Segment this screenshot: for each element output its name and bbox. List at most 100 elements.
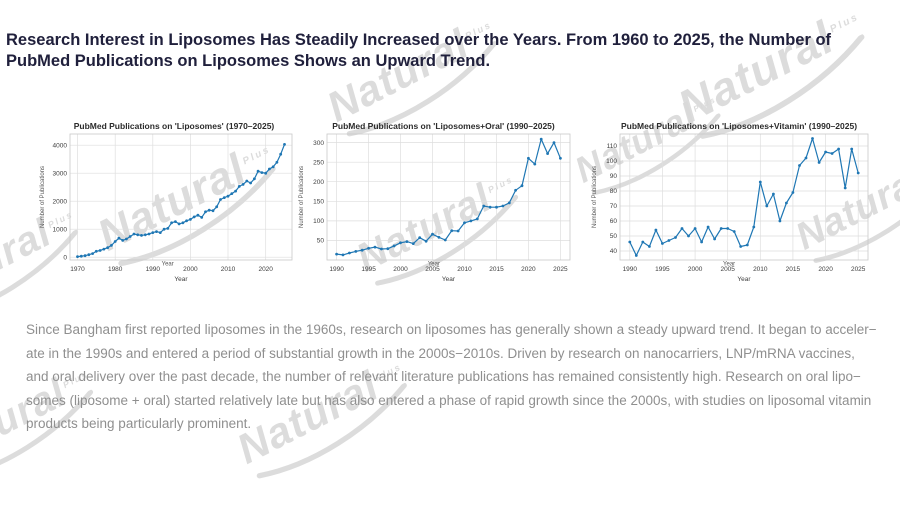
data-point bbox=[661, 242, 664, 245]
data-point bbox=[386, 247, 390, 251]
x-tick-label: 2015 bbox=[489, 266, 504, 273]
data-point bbox=[791, 191, 795, 194]
chart-plot: 50 100 150 200 250 300 1990 1995 2000 2005 2010 201… bbox=[299, 133, 571, 283]
data-point bbox=[222, 196, 226, 199]
watermark: NaturalPlus bbox=[230, 350, 424, 491]
data-point bbox=[687, 234, 690, 238]
data-point bbox=[204, 210, 207, 214]
y-tick-label: 150 bbox=[313, 199, 324, 206]
watermark-swoosh-icon bbox=[813, 176, 900, 263]
x-tick-label: 2020 bbox=[521, 266, 536, 273]
data-point bbox=[469, 219, 473, 223]
data-point bbox=[264, 171, 268, 175]
x-axis-label-inner: Year bbox=[428, 262, 440, 268]
y-axis-label: Number of Publications bbox=[299, 166, 305, 228]
watermark-swoosh-icon bbox=[0, 389, 94, 481]
watermark: NaturalPlus bbox=[350, 164, 534, 299]
data-point bbox=[765, 204, 769, 208]
data-point bbox=[546, 152, 549, 155]
data-point bbox=[392, 244, 396, 248]
watermark: NaturalPlus bbox=[320, 8, 514, 149]
chart-plot: 0 1000 2000 3000 4000 1970 1980 1990 2000 2010 202… bbox=[40, 133, 293, 283]
summary-line: Since Bangham first reported liposomes i… bbox=[26, 322, 877, 337]
chart-pubmed-liposomes-oral: PubMed Publications on 'Liposomes+Oral' … bbox=[295, 118, 578, 290]
x-axis-label-inner: Year bbox=[723, 262, 735, 268]
data-point bbox=[745, 243, 749, 247]
data-point bbox=[102, 247, 106, 251]
watermark: NaturalPlus bbox=[0, 359, 110, 494]
data-point bbox=[680, 227, 684, 230]
x-tick-label: 1980 bbox=[108, 266, 123, 273]
data-point bbox=[552, 141, 556, 144]
page-title: Research Interest in Liposomes Has Stead… bbox=[6, 31, 832, 70]
data-point bbox=[136, 233, 140, 237]
watermark: NaturalPlus bbox=[569, 85, 736, 206]
data-point bbox=[200, 216, 204, 219]
data-point bbox=[91, 252, 94, 256]
x-tick-label: 2020 bbox=[258, 266, 273, 273]
data-point bbox=[778, 219, 782, 223]
data-point bbox=[260, 171, 264, 174]
data-point bbox=[533, 162, 537, 166]
data-point bbox=[98, 249, 102, 252]
data-point bbox=[482, 204, 486, 208]
x-axis-label: Year bbox=[174, 276, 188, 283]
y-tick-label: 50 bbox=[317, 238, 325, 245]
x-tick-label: 2025 bbox=[553, 266, 568, 273]
data-point bbox=[158, 231, 162, 234]
y-tick-label: 2000 bbox=[53, 198, 68, 205]
data-point bbox=[726, 227, 730, 230]
data-point bbox=[418, 236, 422, 240]
data-point bbox=[143, 233, 147, 237]
watermark: NaturalPlus bbox=[789, 147, 900, 275]
data-point bbox=[463, 221, 466, 225]
x-tick-label: 1970 bbox=[70, 266, 85, 273]
data-point bbox=[732, 230, 736, 233]
x-tick-label: 1995 bbox=[655, 266, 670, 273]
watermark-swoosh-icon bbox=[591, 113, 721, 196]
data-point bbox=[424, 239, 428, 243]
data-point bbox=[700, 240, 703, 244]
data-point bbox=[405, 240, 409, 243]
data-point bbox=[162, 227, 166, 231]
data-point bbox=[367, 246, 370, 250]
data-point bbox=[843, 186, 847, 190]
data-point bbox=[181, 221, 185, 225]
data-point bbox=[674, 236, 677, 239]
y-tick-label: 300 bbox=[313, 140, 324, 147]
plot-border bbox=[326, 133, 571, 261]
x-tick-label: 2025 bbox=[851, 266, 866, 273]
x-tick-label: 2010 bbox=[753, 266, 768, 273]
data-point bbox=[830, 152, 834, 155]
data-point bbox=[758, 180, 762, 184]
data-point bbox=[237, 185, 241, 188]
data-point bbox=[785, 201, 788, 205]
data-point bbox=[155, 230, 158, 233]
data-point bbox=[850, 147, 854, 151]
x-axis-label: Year bbox=[737, 276, 751, 283]
y-tick-label: 90 bbox=[610, 173, 618, 180]
y-tick-label: 70 bbox=[610, 203, 618, 210]
data-point bbox=[196, 213, 200, 217]
data-point bbox=[360, 248, 364, 252]
chart-pubmed-liposomes-vitamin: PubMed Publications on 'Liposomes+Vitami… bbox=[588, 118, 876, 290]
summary-line: and oral delivery over the past decade, … bbox=[26, 369, 861, 384]
data-point bbox=[373, 245, 377, 249]
y-tick-label: 4000 bbox=[53, 142, 68, 149]
data-point bbox=[706, 225, 710, 229]
x-tick-label: 2020 bbox=[818, 266, 833, 273]
data-point bbox=[437, 235, 441, 239]
data-point bbox=[654, 228, 658, 232]
x-tick-label: 2005 bbox=[720, 266, 735, 273]
y-axis-label: Number of Publications bbox=[592, 166, 598, 228]
y-tick-label: 250 bbox=[313, 159, 324, 166]
data-point bbox=[283, 143, 286, 146]
data-point bbox=[739, 245, 743, 248]
data-point bbox=[106, 246, 109, 250]
y-tick-label: 0 bbox=[63, 254, 67, 261]
watermark: NaturalPlus bbox=[0, 199, 95, 334]
data-point bbox=[411, 242, 415, 245]
data-point bbox=[634, 254, 638, 257]
data-point bbox=[275, 160, 279, 164]
